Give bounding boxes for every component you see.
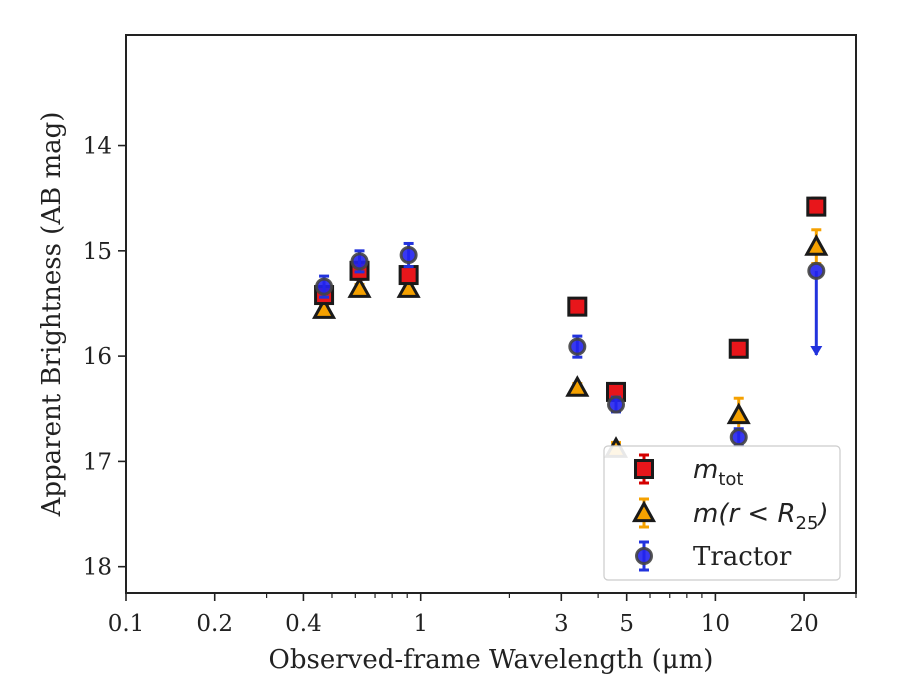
axis-ticks: 0.1 0.2 0.4 1 3 5 10 20 14 15 16 17 18 <box>83 134 857 637</box>
legend-label: mtot <box>693 455 743 490</box>
x-tick-label: 3 <box>554 611 569 637</box>
upper-limit-arrowhead <box>810 346 823 357</box>
data-point-circle <box>399 246 418 265</box>
legend-box <box>603 445 841 581</box>
legend-label-main: m <box>693 455 718 485</box>
data-point-triangle <box>312 297 337 319</box>
y-tick-label: 17 <box>83 449 112 475</box>
x-tick-label: 20 <box>789 611 818 637</box>
data-point-triangle <box>347 276 372 298</box>
legend-label-sub: tot <box>718 469 743 490</box>
data-marks <box>312 196 829 458</box>
data-point-square <box>398 265 419 286</box>
data-point-square <box>567 296 588 317</box>
x-tick-label: 0.2 <box>196 611 233 637</box>
data-point-circle <box>315 277 334 296</box>
x-tick-label: 10 <box>701 611 730 637</box>
y-tick-label: 15 <box>83 239 112 265</box>
data-point-circle <box>607 395 626 414</box>
data-point-circle <box>350 252 369 271</box>
data-point-triangle <box>804 234 829 256</box>
data-point-circle <box>729 428 748 447</box>
data-point-triangle <box>726 402 751 425</box>
data-point-circle <box>568 337 587 356</box>
x-tick-label: 5 <box>619 611 634 637</box>
x-tick-label: 0.1 <box>108 611 145 637</box>
data-point-square <box>806 196 827 217</box>
legend: mtot m(r < R25) Tractor <box>603 445 841 581</box>
y-tick-label: 14 <box>83 134 112 160</box>
series-circle <box>315 241 826 448</box>
series-square <box>314 196 827 402</box>
legend-label: m(r < R25) <box>693 499 829 534</box>
y-axis-label: Apparent Brightness (AB mag) <box>37 112 67 518</box>
y-tick-label: 16 <box>83 344 112 370</box>
legend-marker-square <box>634 459 654 479</box>
legend-marker-triangle <box>631 500 657 523</box>
legend-label-tail: ) <box>816 499 828 529</box>
data-point-triangle <box>396 276 421 298</box>
legend-label-main: m(r < R <box>693 499 796 529</box>
legend-label-sub: 25 <box>796 513 819 534</box>
x-tick-label: 0.4 <box>285 611 322 637</box>
legend-label: Tractor <box>693 542 792 572</box>
x-axis-label: Observed-frame Wavelength (μm) <box>269 645 714 675</box>
y-tick-label: 18 <box>83 555 112 581</box>
x-tick-label: 1 <box>413 611 428 637</box>
data-point-circle <box>807 261 826 280</box>
plot-frame <box>125 34 857 594</box>
legend-marker-circle <box>635 547 653 565</box>
data-point-square <box>728 338 749 359</box>
data-point-triangle <box>565 375 590 397</box>
